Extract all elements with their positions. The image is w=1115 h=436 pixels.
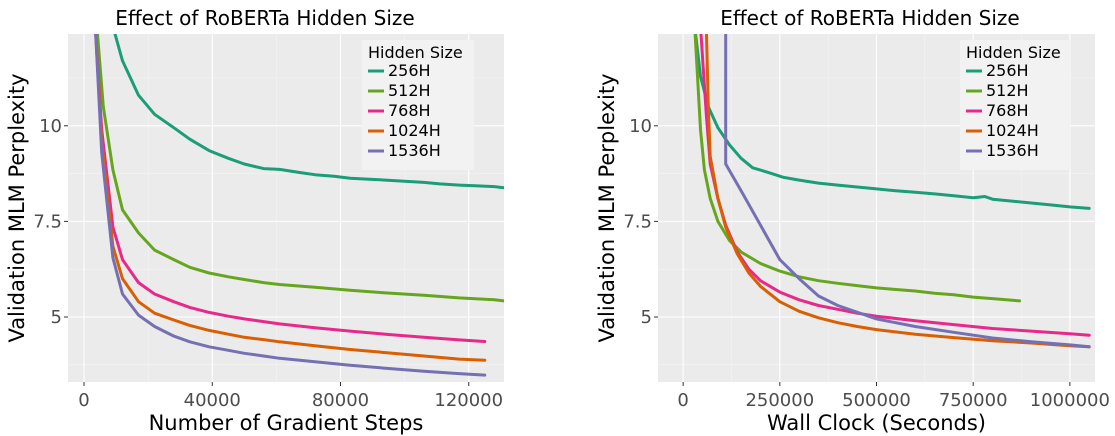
chart-title: Effect of RoBERTa Hidden Size xyxy=(115,6,414,30)
series-line-256h xyxy=(113,34,504,190)
chart-wall-clock: 0 250000 500000 750000 1000000 5 7.5 10 Effect o… xyxy=(595,6,1110,435)
x-tick-label: 250000 xyxy=(745,390,814,411)
legend-title: Hidden Size xyxy=(966,43,1061,62)
chart-title: Effect of RoBERTa Hidden Size xyxy=(720,6,1019,30)
x-tick-label: 120000 xyxy=(434,390,503,411)
series-line-1024h xyxy=(704,34,1091,349)
legend-label: 512H xyxy=(388,81,431,100)
x-tick-label: 80000 xyxy=(312,390,369,411)
x-tick-label: 1000000 xyxy=(1030,390,1110,411)
y-tick-label: 5 xyxy=(51,307,62,328)
x-tick-label: 500000 xyxy=(842,390,911,411)
chart-gradient-steps: 0 40000 80000 120000 5 7.5 10 Effect of RoBERTa… xyxy=(5,6,504,435)
legend-background xyxy=(960,40,1070,170)
x-axis-title: Wall Clock (Seconds) xyxy=(767,411,986,435)
series-line-1024h xyxy=(94,34,487,362)
legend-label: 768H xyxy=(986,101,1029,120)
series-line-1536h xyxy=(724,34,1091,349)
series-group xyxy=(94,34,504,377)
legend-label: 256H xyxy=(986,61,1029,80)
legend-label: 256H xyxy=(388,61,431,80)
series-group xyxy=(693,34,1091,349)
series-line-512h xyxy=(693,34,1022,303)
legend-label: 1536H xyxy=(388,141,441,160)
x-tick-label: 0 xyxy=(78,390,89,411)
legend-label: 512H xyxy=(986,81,1029,100)
x-tick-label: 750000 xyxy=(939,390,1008,411)
legend-label: 1536H xyxy=(986,141,1039,160)
legend-title: Hidden Size xyxy=(368,43,463,62)
y-tick-label: 7.5 xyxy=(33,211,62,232)
y-tick-label: 7.5 xyxy=(623,211,652,232)
series-line-256h xyxy=(694,34,1091,210)
series-line-768h xyxy=(94,34,487,343)
x-tick-label: 40000 xyxy=(184,390,241,411)
y-axis-title: Validation MLM Perplexity xyxy=(595,73,619,342)
y-tick-label: 10 xyxy=(629,116,652,137)
y-tick-label: 10 xyxy=(39,116,62,137)
legend-background xyxy=(362,40,474,170)
y-tick-label: 5 xyxy=(641,307,652,328)
x-tick-label: 0 xyxy=(677,390,688,411)
series-line-1536h xyxy=(94,34,487,377)
x-axis-title: Number of Gradient Steps xyxy=(149,411,424,435)
legend-label: 1024H xyxy=(986,121,1039,140)
legend-label: 768H xyxy=(388,101,431,120)
y-axis-title: Validation MLM Perplexity xyxy=(5,73,29,342)
series-line-512h xyxy=(96,34,504,303)
legend-label: 1024H xyxy=(388,121,441,140)
